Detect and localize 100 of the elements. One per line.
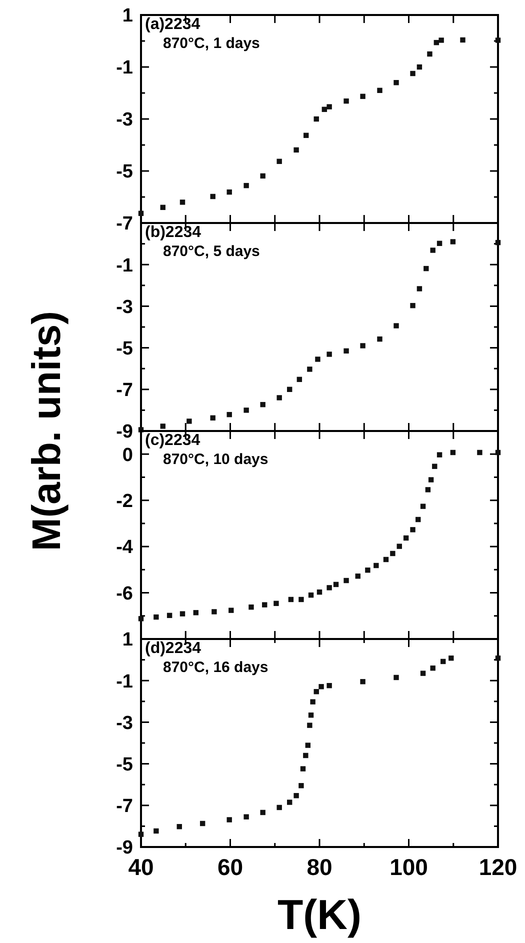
point: [430, 248, 436, 253]
point: [228, 608, 234, 613]
point: [294, 793, 299, 798]
annotation: (d)2234: [145, 640, 202, 657]
y-tick-label: -7: [116, 214, 133, 235]
annotation: 870°C, 1 days: [163, 35, 260, 52]
x-tick-label: 80: [306, 854, 332, 880]
point: [394, 323, 399, 328]
point: [432, 464, 438, 469]
point: [160, 204, 166, 210]
point: [154, 828, 159, 834]
point: [477, 450, 482, 456]
point: [360, 679, 366, 684]
point: [403, 535, 409, 541]
point: [276, 804, 282, 810]
point: [420, 670, 426, 676]
point: [316, 589, 322, 595]
point: [193, 610, 198, 616]
y-tick-label: -9: [116, 422, 133, 443]
point: [460, 37, 466, 43]
point: [410, 527, 416, 532]
point: [310, 699, 316, 704]
point: [344, 348, 349, 354]
point: [318, 684, 324, 690]
point: [138, 616, 144, 622]
y-tick-label: -5: [116, 754, 134, 776]
point: [365, 568, 370, 573]
x-axis-title: T(K): [278, 891, 362, 938]
point: [160, 424, 166, 429]
point: [344, 98, 349, 104]
y-tick-label: -3: [116, 712, 133, 734]
point: [377, 336, 382, 342]
point: [314, 116, 319, 122]
point: [396, 544, 402, 549]
point: [360, 343, 366, 348]
point: [304, 132, 309, 138]
point: [326, 585, 332, 590]
annotation: 870°C, 16 days: [163, 659, 268, 676]
point: [244, 408, 249, 413]
y-tick-label: -5: [116, 162, 134, 183]
point: [427, 51, 432, 57]
point: [410, 70, 416, 76]
point: [166, 612, 172, 618]
point: [416, 64, 422, 70]
y-tick-label: -6: [116, 583, 133, 604]
point: [274, 600, 279, 606]
y-tick-label: -7: [116, 796, 133, 818]
point: [287, 800, 292, 805]
annotation: (c)2234: [145, 432, 200, 449]
point: [180, 611, 186, 616]
point: [420, 504, 426, 509]
x-tick-label: 60: [217, 854, 244, 880]
point: [390, 550, 396, 556]
y-tick-label: -3: [116, 110, 133, 131]
point: [360, 94, 366, 99]
point: [410, 302, 416, 308]
point: [450, 239, 456, 244]
point: [138, 832, 144, 837]
point: [314, 689, 319, 694]
point: [438, 38, 444, 43]
x-tick-label: 120: [478, 854, 518, 880]
point: [276, 158, 282, 164]
point: [260, 402, 266, 408]
x-tick-label: 100: [390, 854, 428, 880]
y-axis-title: M(arb. units): [25, 311, 69, 551]
point: [394, 674, 399, 680]
point: [226, 412, 232, 418]
point: [300, 766, 306, 772]
point: [355, 574, 360, 579]
point: [287, 386, 292, 392]
point: [244, 814, 249, 820]
annotation: (b)2234: [145, 224, 202, 241]
point: [248, 604, 254, 610]
point: [307, 366, 312, 372]
point: [308, 712, 314, 718]
point: [326, 352, 332, 357]
y-tick-label: -1: [116, 58, 134, 79]
point: [440, 658, 446, 664]
point: [200, 820, 206, 826]
point: [448, 656, 454, 661]
point: [262, 602, 268, 608]
point: [374, 562, 379, 568]
y-tick-label: -1: [116, 255, 134, 276]
point: [428, 477, 434, 482]
y-tick-label: 0: [122, 444, 133, 466]
annotation: (a)2234: [145, 16, 200, 33]
point: [296, 376, 302, 382]
point: [436, 452, 442, 458]
point: [212, 609, 217, 614]
point: [315, 356, 320, 362]
point: [288, 596, 294, 602]
point: [326, 682, 332, 688]
y-tick-label: 1: [122, 6, 134, 27]
point: [495, 38, 501, 43]
y-tick-label: -1: [116, 671, 134, 692]
point: [495, 450, 501, 456]
point: [344, 578, 349, 584]
point: [436, 240, 442, 246]
point: [176, 824, 182, 830]
point: [495, 656, 501, 661]
